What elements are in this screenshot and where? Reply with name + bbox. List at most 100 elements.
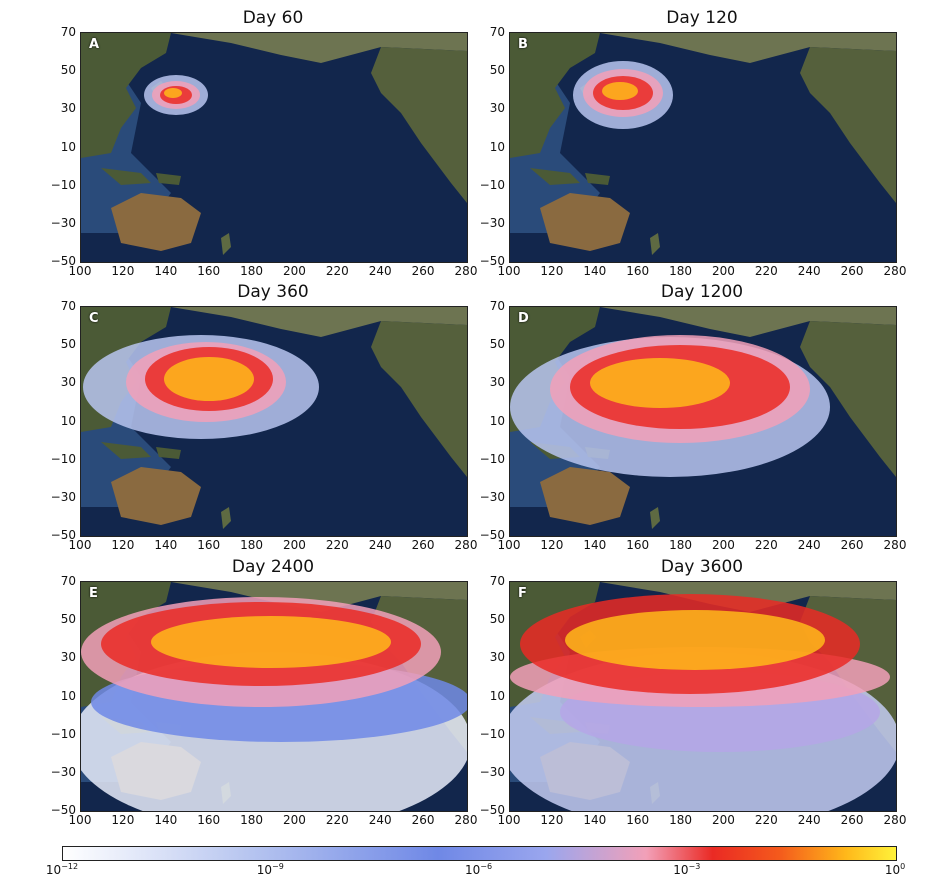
lon-tick-label: 220 [754, 264, 778, 278]
lat-tick-label: 70 [489, 25, 505, 39]
lon-tick-label: 160 [626, 538, 650, 552]
lat-tick-label: −30 [479, 764, 505, 779]
map-panel: A [80, 32, 468, 263]
lon-tick-label: 140 [583, 813, 607, 827]
panel-letter: D [518, 311, 529, 326]
lon-tick-label: 140 [154, 538, 178, 552]
lon-tick-label: 220 [325, 538, 349, 552]
lon-tick-label: 280 [454, 264, 478, 278]
colorbar-tick-label: 10−6 [464, 862, 493, 877]
lon-tick-label: 180 [669, 264, 692, 278]
lon-tick-label: 280 [883, 813, 907, 827]
lon-tick-label: 160 [197, 813, 221, 827]
colorbar-tick-label: 10−9 [256, 862, 284, 877]
arctic-landmass [171, 33, 467, 63]
lat-tick-label: 10 [489, 413, 505, 428]
new-zealand [650, 507, 660, 529]
lat-tick-label: −50 [479, 803, 505, 817]
panel-title: Day 360 [237, 282, 309, 302]
panel-letter: B [518, 37, 528, 52]
plume-layer-3 [164, 88, 182, 98]
lat-tick-label: 10 [60, 139, 76, 154]
australia [540, 193, 630, 251]
panel-letter: F [518, 586, 527, 601]
north-america [371, 47, 467, 203]
lon-tick-label: 120 [111, 264, 135, 278]
pacific-map [81, 33, 467, 262]
lon-tick-label: 240 [368, 264, 392, 278]
lon-tick-label: 260 [840, 264, 864, 278]
new-guinea [585, 173, 610, 185]
lon-tick-label: 120 [540, 264, 564, 278]
arctic-landmass [171, 307, 467, 337]
panel-title: Day 60 [242, 8, 304, 28]
lat-tick-label: −30 [50, 215, 76, 230]
lon-tick-label: 260 [840, 538, 864, 552]
lat-tick-label: 10 [489, 139, 505, 154]
map-panel: D [509, 306, 897, 537]
lon-tick-label: 220 [325, 813, 349, 827]
lon-tick-label: 160 [197, 538, 221, 552]
lon-tick-label: 100 [497, 264, 521, 278]
lat-tick-label: 30 [60, 375, 76, 390]
lon-tick-label: 100 [68, 813, 92, 827]
lat-tick-label: 50 [489, 612, 505, 627]
lat-tick-label: 50 [60, 612, 76, 627]
plume-layer-4 [565, 610, 825, 670]
colorbar-tick-label: 10−3 [673, 862, 701, 877]
arctic-landmass [600, 307, 896, 337]
lat-tick-label: 30 [489, 375, 505, 390]
lon-tick-label: 180 [240, 813, 263, 827]
lon-tick-label: 220 [325, 264, 349, 278]
indonesia [530, 168, 580, 185]
map-panel: E [80, 581, 468, 812]
lat-tick-label: 30 [60, 101, 76, 116]
new-guinea [156, 447, 181, 459]
lat-tick-label: −30 [50, 489, 76, 504]
lat-tick-label: −50 [50, 528, 76, 542]
pacific-map [510, 33, 896, 262]
lon-tick-label: 240 [797, 538, 821, 552]
pacific-map [81, 307, 467, 536]
arctic-landmass [600, 33, 896, 63]
panel-letter: A [89, 37, 100, 52]
lon-tick-label: 280 [454, 813, 478, 827]
lon-tick-label: 220 [754, 538, 778, 552]
colorbar-tick-label: 100 [884, 862, 906, 877]
lon-tick-label: 200 [711, 264, 735, 278]
pacific-map [510, 307, 896, 536]
new-zealand [650, 233, 660, 255]
lon-tick-label: 180 [240, 538, 263, 552]
panel-title: Day 1200 [660, 282, 744, 302]
lon-tick-label: 240 [797, 264, 821, 278]
lat-tick-label: −10 [479, 177, 505, 192]
lat-tick-label: −50 [479, 528, 505, 542]
panel-title: Day 120 [666, 8, 738, 28]
australia [111, 467, 201, 525]
map-panel: C [80, 306, 468, 537]
lon-tick-label: 260 [411, 264, 435, 278]
lat-tick-label: −10 [479, 451, 505, 466]
colorbar-tick-label: 10−12 [45, 862, 79, 877]
lat-tick-label: −30 [479, 489, 505, 504]
pacific-map [510, 582, 896, 811]
lon-tick-label: 200 [282, 264, 306, 278]
lon-tick-label: 120 [540, 538, 564, 552]
lon-tick-label: 180 [240, 264, 263, 278]
lat-tick-label: −10 [50, 726, 76, 741]
lon-tick-label: 100 [497, 813, 521, 827]
lon-tick-label: 120 [111, 813, 135, 827]
lon-tick-label: 140 [154, 264, 178, 278]
lon-tick-label: 140 [154, 813, 178, 827]
indonesia [101, 168, 151, 185]
new-zealand [221, 233, 231, 255]
lat-tick-label: 10 [60, 413, 76, 428]
lon-tick-label: 180 [669, 813, 692, 827]
lat-tick-label: 30 [489, 101, 505, 116]
arctic-landmass [600, 582, 896, 612]
lon-tick-label: 220 [754, 813, 778, 827]
lat-tick-label: −10 [479, 726, 505, 741]
lon-tick-label: 180 [669, 538, 692, 552]
lat-tick-label: 50 [489, 337, 505, 352]
lat-tick-label: −50 [50, 803, 76, 817]
